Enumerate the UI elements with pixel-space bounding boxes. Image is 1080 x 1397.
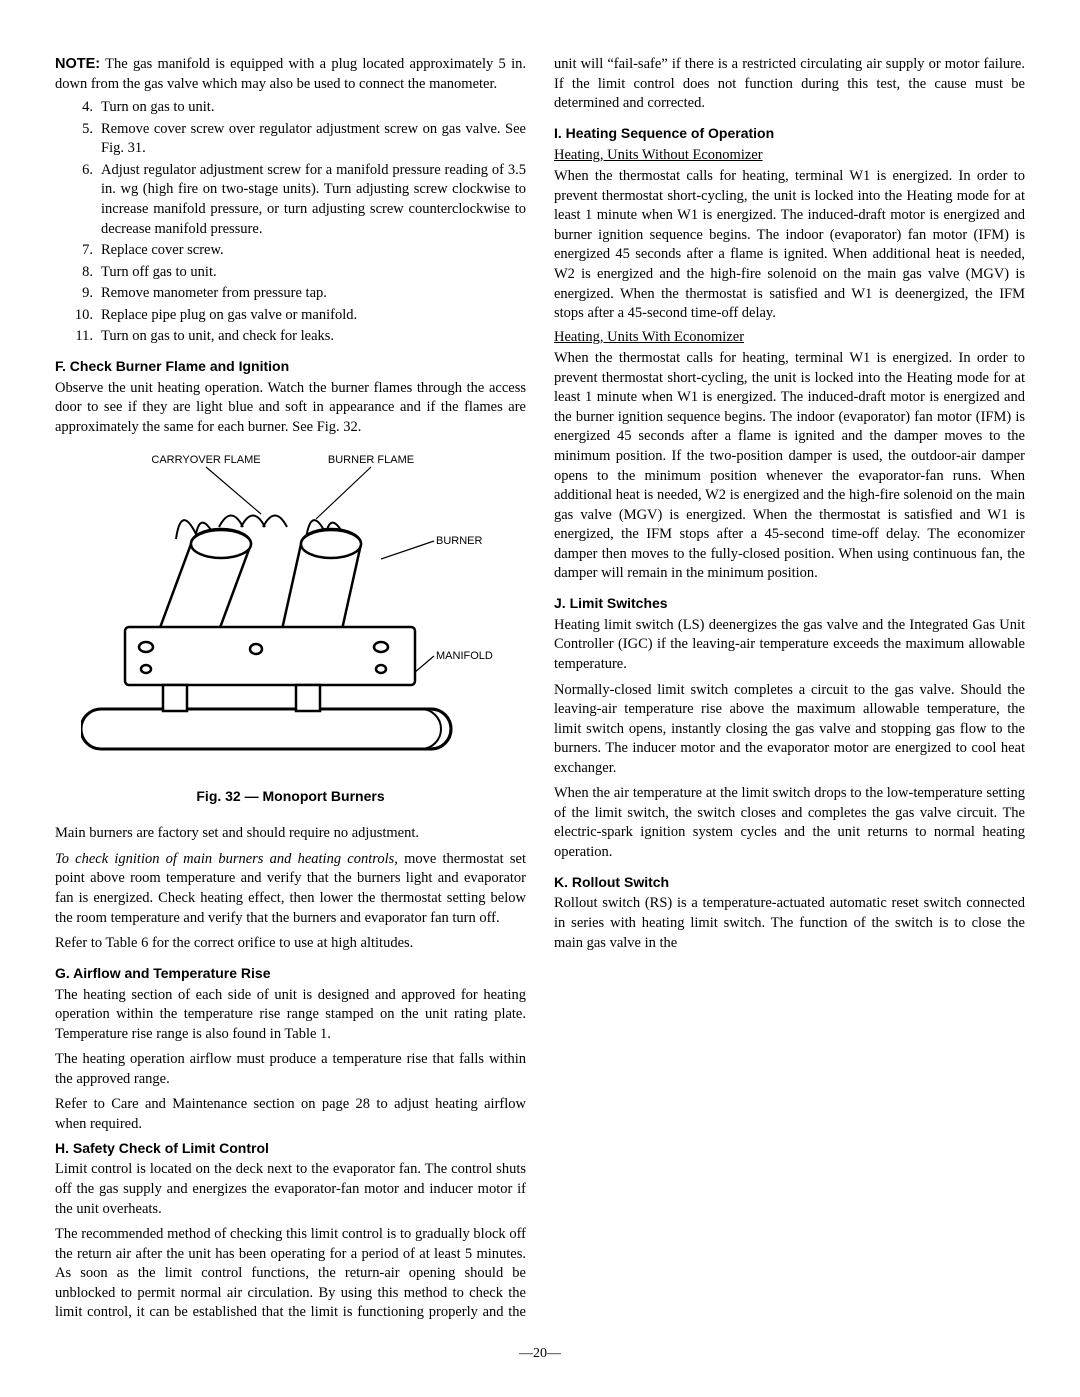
section-K-heading: K. Rollout Switch [554,873,1025,892]
note-label: NOTE: [55,56,100,72]
section-F-p2: Main burners are factory set and should … [55,824,526,844]
section-J-p1: Heating limit switch (LS) deenergizes th… [554,616,1025,675]
section-I-p2: When the thermostat calls for heating, t… [554,349,1025,584]
note-paragraph: NOTE: The gas manifold is equipped with … [55,55,526,94]
label-carryover-flame: CARRYOVER FLAME [151,454,260,466]
section-I-sub2: Heating, Units With Economizer [554,328,1025,348]
section-F-p4: Refer to Table 6 for the correct orifice… [55,934,526,954]
burner-diagram: CARRYOVER FLAME BURNER FLAME BURNER MANI… [81,449,501,779]
section-I-heading: I. Heating Sequence of Operation [554,124,1025,143]
page-number: —20— [55,1345,1025,1364]
step-7: Replace cover screw. [97,241,526,261]
label-burner-flame: BURNER FLAME [327,454,413,466]
section-G-p2: The heating operation airflow must produ… [55,1050,526,1089]
figure-32: CARRYOVER FLAME BURNER FLAME BURNER MANI… [55,449,526,806]
step-4: Turn on gas to unit. [97,98,526,118]
page-content: NOTE: The gas manifold is equipped with … [55,55,1025,1325]
section-I-sub1: Heating, Units Without Economizer [554,146,1025,166]
section-J-p3: When the air temperature at the limit sw… [554,784,1025,862]
step-9: Remove manometer from pressure tap. [97,284,526,304]
section-F-p1: Observe the unit heating operation. Watc… [55,379,526,438]
figure-32-caption: Fig. 32 — Monoport Burners [55,787,526,806]
label-burner: BURNER [436,535,483,547]
step-10: Replace pipe plug on gas valve or manifo… [97,306,526,326]
section-I-p1: When the thermostat calls for heating, t… [554,167,1025,324]
section-G-heading: G. Airflow and Temperature Rise [55,964,526,983]
step-8: Turn off gas to unit. [97,263,526,283]
procedure-steps: Turn on gas to unit. Remove cover screw … [97,98,526,347]
step-6: Adjust regulator adjustment screw for a … [97,161,526,239]
section-F-heading: F. Check Burner Flame and Ignition [55,357,526,376]
section-J-heading: J. Limit Switches [554,594,1025,613]
section-F-p3: To check ignition of main burners and he… [55,850,526,928]
section-G-p1: The heating section of each side of unit… [55,986,526,1045]
step-11: Turn on gas to unit, and check for leaks… [97,327,526,347]
note-text: The gas manifold is equipped with a plug… [55,56,526,92]
section-F-p3-italic: To check ignition of main burners and he… [55,851,398,867]
section-H-heading: H. Safety Check of Limit Control [55,1139,526,1158]
section-H-p1: Limit control is located on the deck nex… [55,1160,526,1219]
section-G-p3: Refer to Care and Maintenance section on… [55,1095,526,1134]
section-K-p1: Rollout switch (RS) is a temperature-act… [554,894,1025,953]
step-5: Remove cover screw over regulator adjust… [97,120,526,159]
section-J-p2: Normally-closed limit switch completes a… [554,681,1025,779]
label-manifold: MANIFOLD [436,650,493,662]
